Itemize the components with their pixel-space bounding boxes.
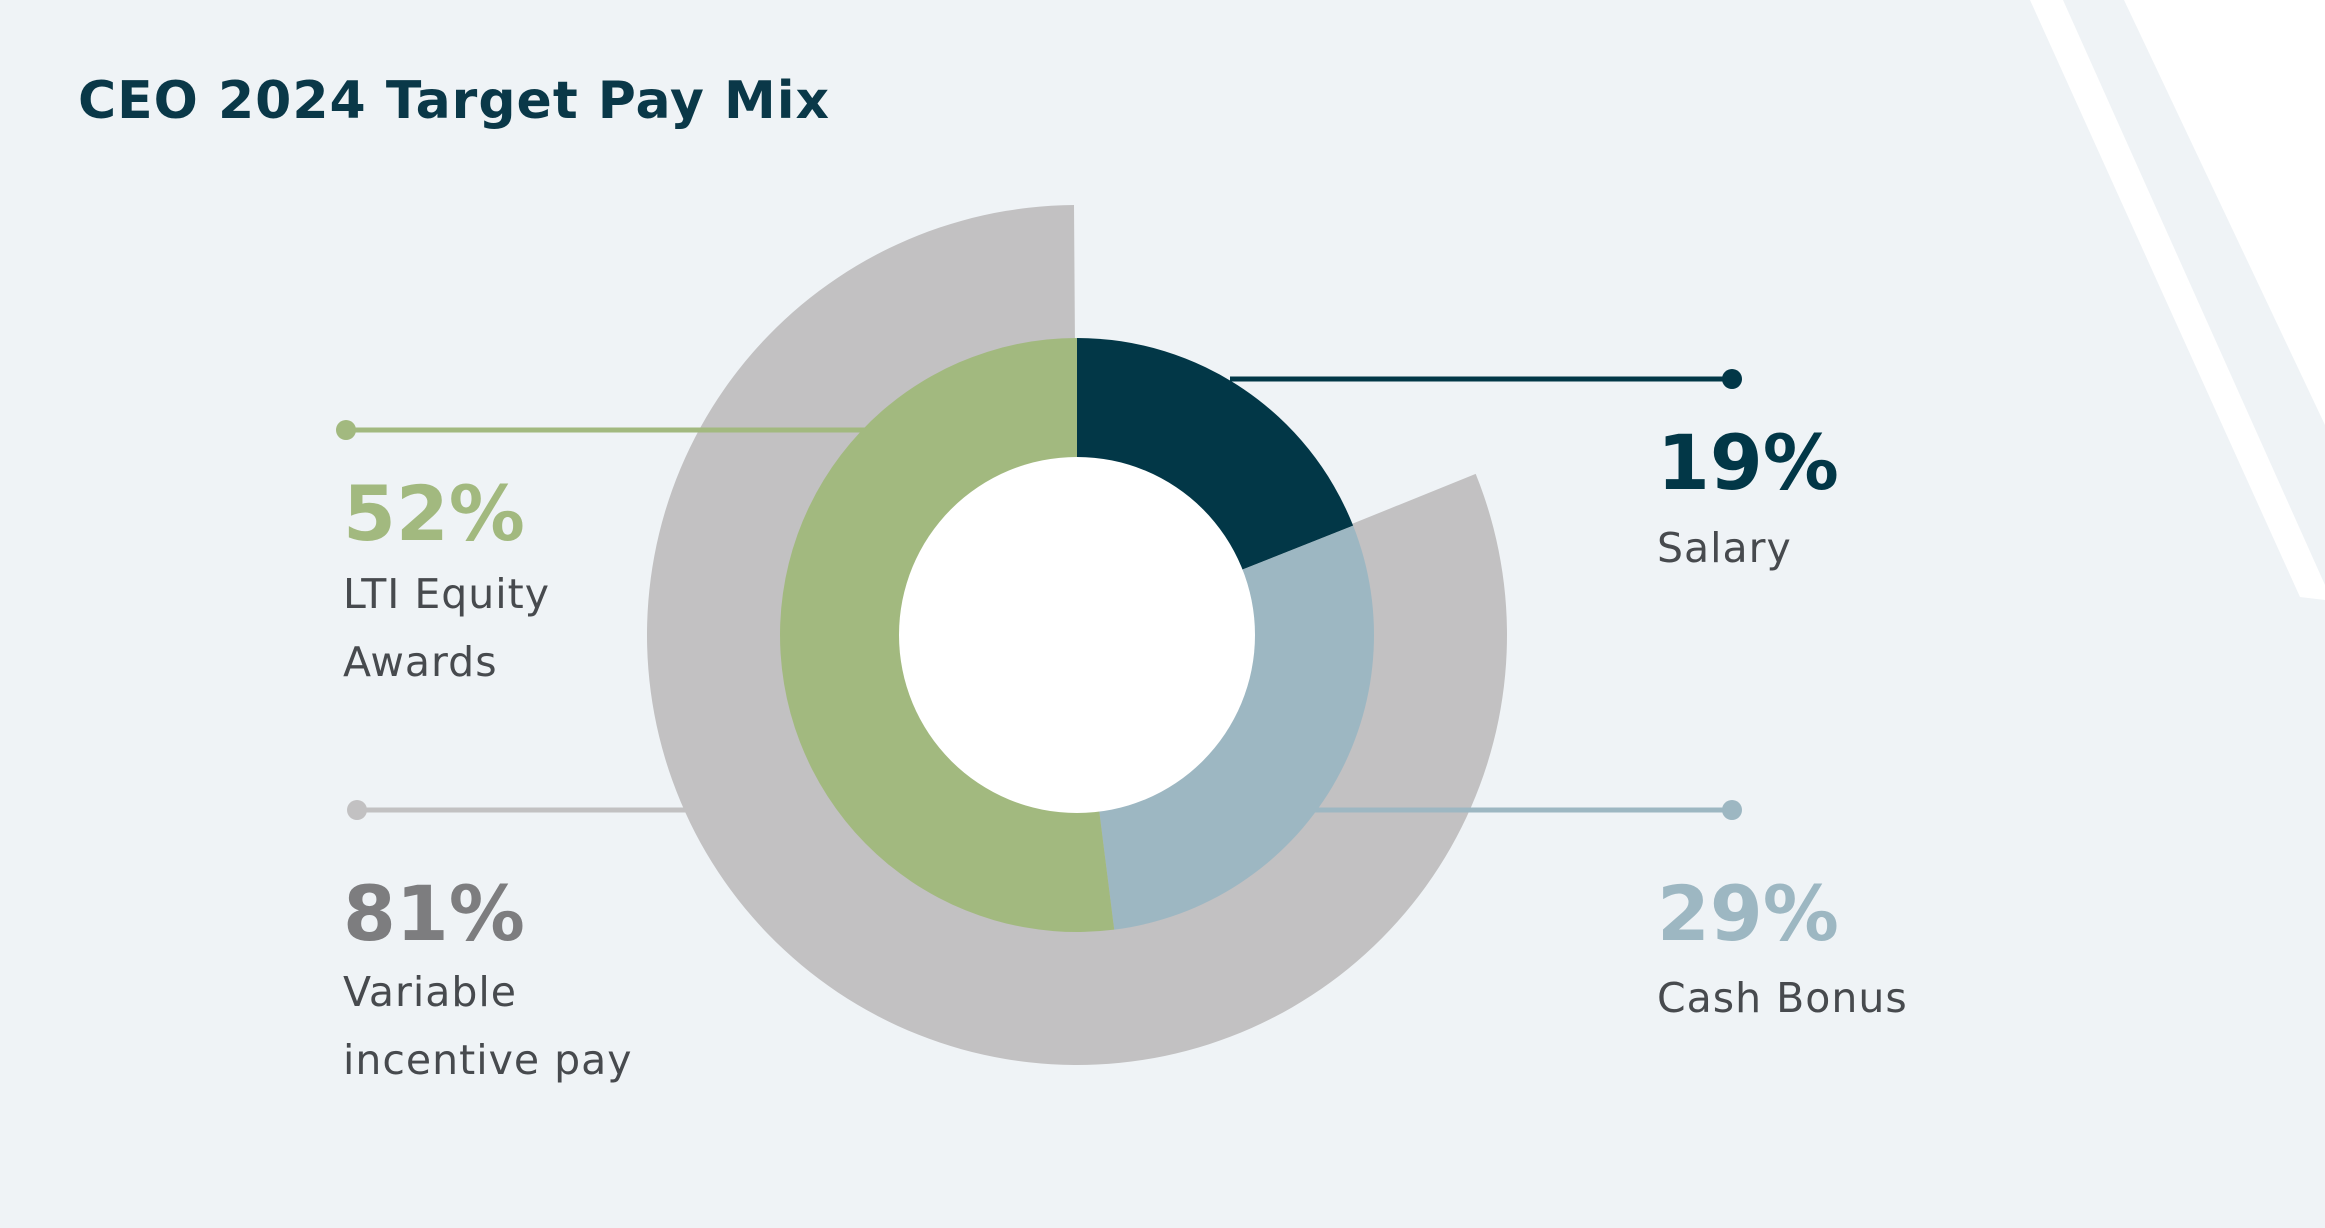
background-stripe — [2030, 0, 2325, 600]
leader-dot-variable — [347, 800, 367, 820]
category-label-salary: Salary — [1657, 524, 1792, 572]
value-label-cash-bonus: 29% — [1657, 869, 1839, 958]
chart-labels: 19% Salary 29% Cash Bonus 52% LTI Equity Award… — [343, 418, 1908, 1084]
leader-lines — [336, 369, 1742, 820]
category-label-lti: LTI Equity — [343, 570, 550, 618]
value-label-variable: 81% — [343, 869, 525, 958]
category-label-variable: Variable — [343, 968, 517, 1016]
value-label-salary: 19% — [1657, 418, 1839, 507]
value-label-lti: 52% — [343, 469, 525, 558]
leader-dot-cash-bonus — [1722, 800, 1742, 820]
leader-dot-salary — [1722, 369, 1742, 389]
category-label-cash-bonus: Cash Bonus — [1657, 974, 1908, 1022]
background-stripes — [2030, 0, 2325, 600]
leader-dot-lti — [336, 420, 356, 440]
chart-title: CEO 2024 Target Pay Mix — [78, 71, 830, 131]
category-label-variable: incentive pay — [343, 1036, 633, 1084]
category-label-lti: Awards — [343, 638, 498, 686]
center-hole — [899, 457, 1255, 813]
background-stripe — [2124, 0, 2325, 425]
